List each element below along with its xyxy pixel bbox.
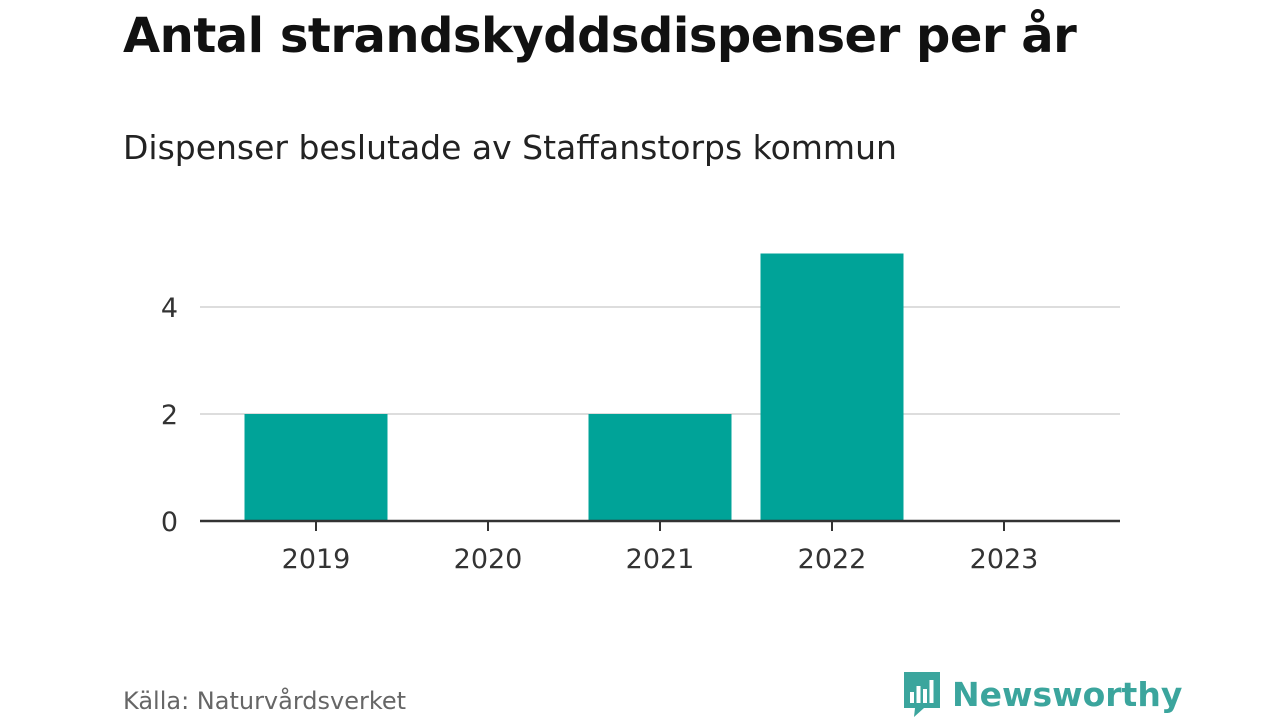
chart-subtitle: Dispenser beslutade av Staffanstorps kom…	[123, 128, 897, 167]
x-tick-label: 2021	[626, 544, 695, 575]
bar-2022	[760, 253, 904, 521]
y-tick-label: 4	[161, 293, 178, 324]
bar-2019	[244, 414, 388, 521]
chart-title: Antal strandskyddsdispenser per år	[123, 8, 1077, 64]
y-tick-label: 0	[161, 507, 178, 538]
x-tick-label: 2019	[282, 544, 351, 575]
source-note: Källa: Naturvårdsverket	[123, 687, 407, 715]
bar-chart-speech-bubble-icon	[904, 672, 940, 717]
grid-lines	[200, 306, 1120, 415]
bars	[244, 253, 904, 521]
axes: 0 2 4 2019 2020 2021 2022 2023	[161, 293, 1120, 575]
brand-name: Newsworthy	[952, 674, 1183, 714]
bar-chart: 0 2 4 2019 2020 2021 2022 2023	[161, 253, 1120, 575]
x-tick-label: 2022	[798, 544, 867, 575]
x-tick-label: 2020	[454, 544, 523, 575]
brand-logo: Newsworthy	[902, 670, 1182, 718]
y-tick-label: 2	[161, 400, 178, 431]
bar-2021	[588, 414, 732, 521]
x-tick-label: 2023	[970, 544, 1039, 575]
